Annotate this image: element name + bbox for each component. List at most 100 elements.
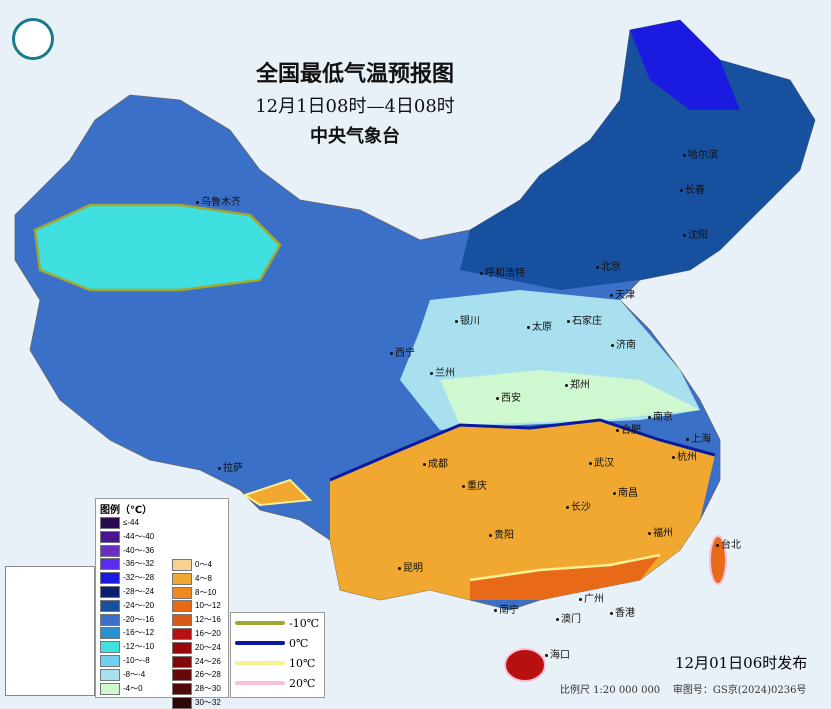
legend-swatch — [100, 572, 120, 585]
legend-item: -40～-36 — [100, 544, 155, 557]
ten-degree-contour — [469, 553, 661, 582]
city-label: 福州 — [648, 528, 673, 540]
contour-line-swatch — [235, 681, 285, 685]
contour-line-swatch — [235, 661, 285, 665]
legend-label: -12～-10 — [123, 642, 155, 652]
legend-swatch — [100, 613, 120, 626]
legend-item: 10～12 — [172, 600, 221, 613]
legend-label: 10～12 — [195, 601, 221, 611]
south-coast-region — [470, 555, 660, 600]
city-label: 贵阳 — [489, 530, 514, 542]
map-subtitle: 12月1日08时—4日08时 — [255, 96, 455, 117]
legend-label: 8～10 — [195, 587, 217, 597]
city-label: 济南 — [611, 340, 636, 352]
contour-label: 10℃ — [289, 656, 316, 670]
city-label: 台北 — [716, 540, 741, 552]
legend-label: 12～16 — [195, 615, 221, 625]
legend-item: -36～-32 — [100, 558, 155, 571]
cma-logo — [12, 18, 54, 60]
legend-item: 4～8 — [172, 572, 212, 585]
city-label: 澳门 — [556, 614, 581, 626]
city-label: 呼和浩特 — [480, 268, 525, 280]
legend-label: -40～-36 — [123, 545, 155, 555]
far-north-coldest — [630, 20, 740, 110]
legend-swatch — [172, 572, 192, 585]
city-label: 银川 — [455, 316, 480, 328]
legend-item: 28～30 — [172, 683, 221, 696]
issue-time: 12月01日06时发布 — [675, 654, 808, 672]
city-label: 西宁 — [390, 348, 415, 360]
city-label: 重庆 — [462, 481, 487, 493]
city-label: 武汉 — [589, 458, 614, 470]
city-label: 杭州 — [672, 452, 697, 464]
city-label: 拉萨 — [218, 463, 243, 475]
legend-item: -10～-8 — [100, 655, 150, 667]
south-china-sea-inset — [5, 566, 95, 696]
legend-item: 26～28 — [172, 669, 221, 682]
contour-label: -10℃ — [289, 616, 320, 630]
legend-swatch — [100, 558, 120, 571]
tarim-basin-region — [33, 203, 282, 292]
zero-degree-contour — [329, 418, 716, 482]
legend-label: 24～26 — [195, 656, 221, 666]
legend-label: -36～-32 — [123, 559, 155, 569]
legend-label: -32～-28 — [123, 573, 155, 583]
legend-label: -10～-8 — [123, 656, 150, 665]
legend: 图例（℃） ≤-44 -44～-40 -40～-36 -36～-32 -32～-28 -2… — [95, 498, 229, 709]
legend-label: 26～28 — [195, 670, 221, 680]
legend-label: -28～-24 — [123, 587, 155, 596]
legend-label: ≤-44 — [123, 518, 139, 527]
city-label: 北京 — [596, 262, 621, 274]
city-label: 天津 — [610, 290, 635, 302]
contour-legend: -10℃ 0℃ 10℃ 20℃ — [230, 612, 325, 698]
legend-item: 8～10 — [172, 586, 217, 599]
legend-swatch — [172, 586, 192, 599]
contour-legend-item: 10℃ — [231, 653, 324, 673]
legend-swatch — [100, 655, 120, 667]
city-label: 乌鲁木齐 — [196, 197, 241, 209]
legend-swatch — [172, 641, 192, 654]
legend-item: -32～-28 — [100, 572, 155, 585]
legend-item: ≤-44 — [100, 517, 139, 529]
legend-item: -12～-10 — [100, 641, 155, 654]
contour-legend-item: 20℃ — [231, 673, 324, 693]
legend-swatch — [172, 628, 192, 640]
central-zero-region — [440, 370, 700, 425]
legend-item: -24～-20 — [100, 599, 155, 612]
map-title: 全国最低气温预报图 — [255, 61, 455, 87]
contour-legend-item: -10℃ — [231, 613, 324, 633]
legend-swatch — [172, 697, 192, 709]
legend-swatch — [100, 627, 120, 640]
city-label: 上海 — [686, 434, 711, 446]
legend-swatch — [172, 614, 192, 627]
legend-item: -8～-4 — [100, 668, 146, 681]
northeast-cold-region — [460, 20, 815, 290]
city-label: 南宁 — [494, 605, 519, 617]
legend-label: 20～24 — [195, 642, 221, 652]
city-label: 海口 — [545, 650, 570, 662]
legend-item: -28～-24 — [100, 586, 154, 598]
contour-legend-item: 0℃ — [231, 633, 324, 653]
city-label: 广州 — [579, 594, 604, 606]
legend-swatch — [100, 544, 120, 557]
map-scale: 比例尺 1:20 000 000 — [560, 685, 661, 696]
city-label: 成都 — [423, 459, 448, 471]
legend-item: 30～32 — [172, 697, 221, 709]
contour-label: 20℃ — [289, 676, 316, 690]
map-issuer: 中央气象台 — [310, 126, 400, 147]
legend-item: -20～-16 — [100, 613, 154, 626]
legend-swatch — [100, 599, 120, 612]
legend-label: -8～-4 — [123, 669, 146, 679]
hainan-island — [504, 648, 546, 682]
legend-item: 0～4 — [172, 559, 212, 571]
city-label: 长沙 — [566, 502, 591, 514]
map-approval-number: 审图号：GS京(2024)0236号 — [672, 685, 807, 696]
legend-label: 4～8 — [195, 573, 212, 583]
city-label: 石家庄 — [567, 316, 602, 328]
legend-label: -24～-20 — [123, 600, 155, 610]
legend-swatch — [172, 669, 192, 682]
legend-item: 12～16 — [172, 614, 221, 627]
legend-swatch — [172, 683, 192, 696]
legend-swatch — [100, 682, 120, 695]
